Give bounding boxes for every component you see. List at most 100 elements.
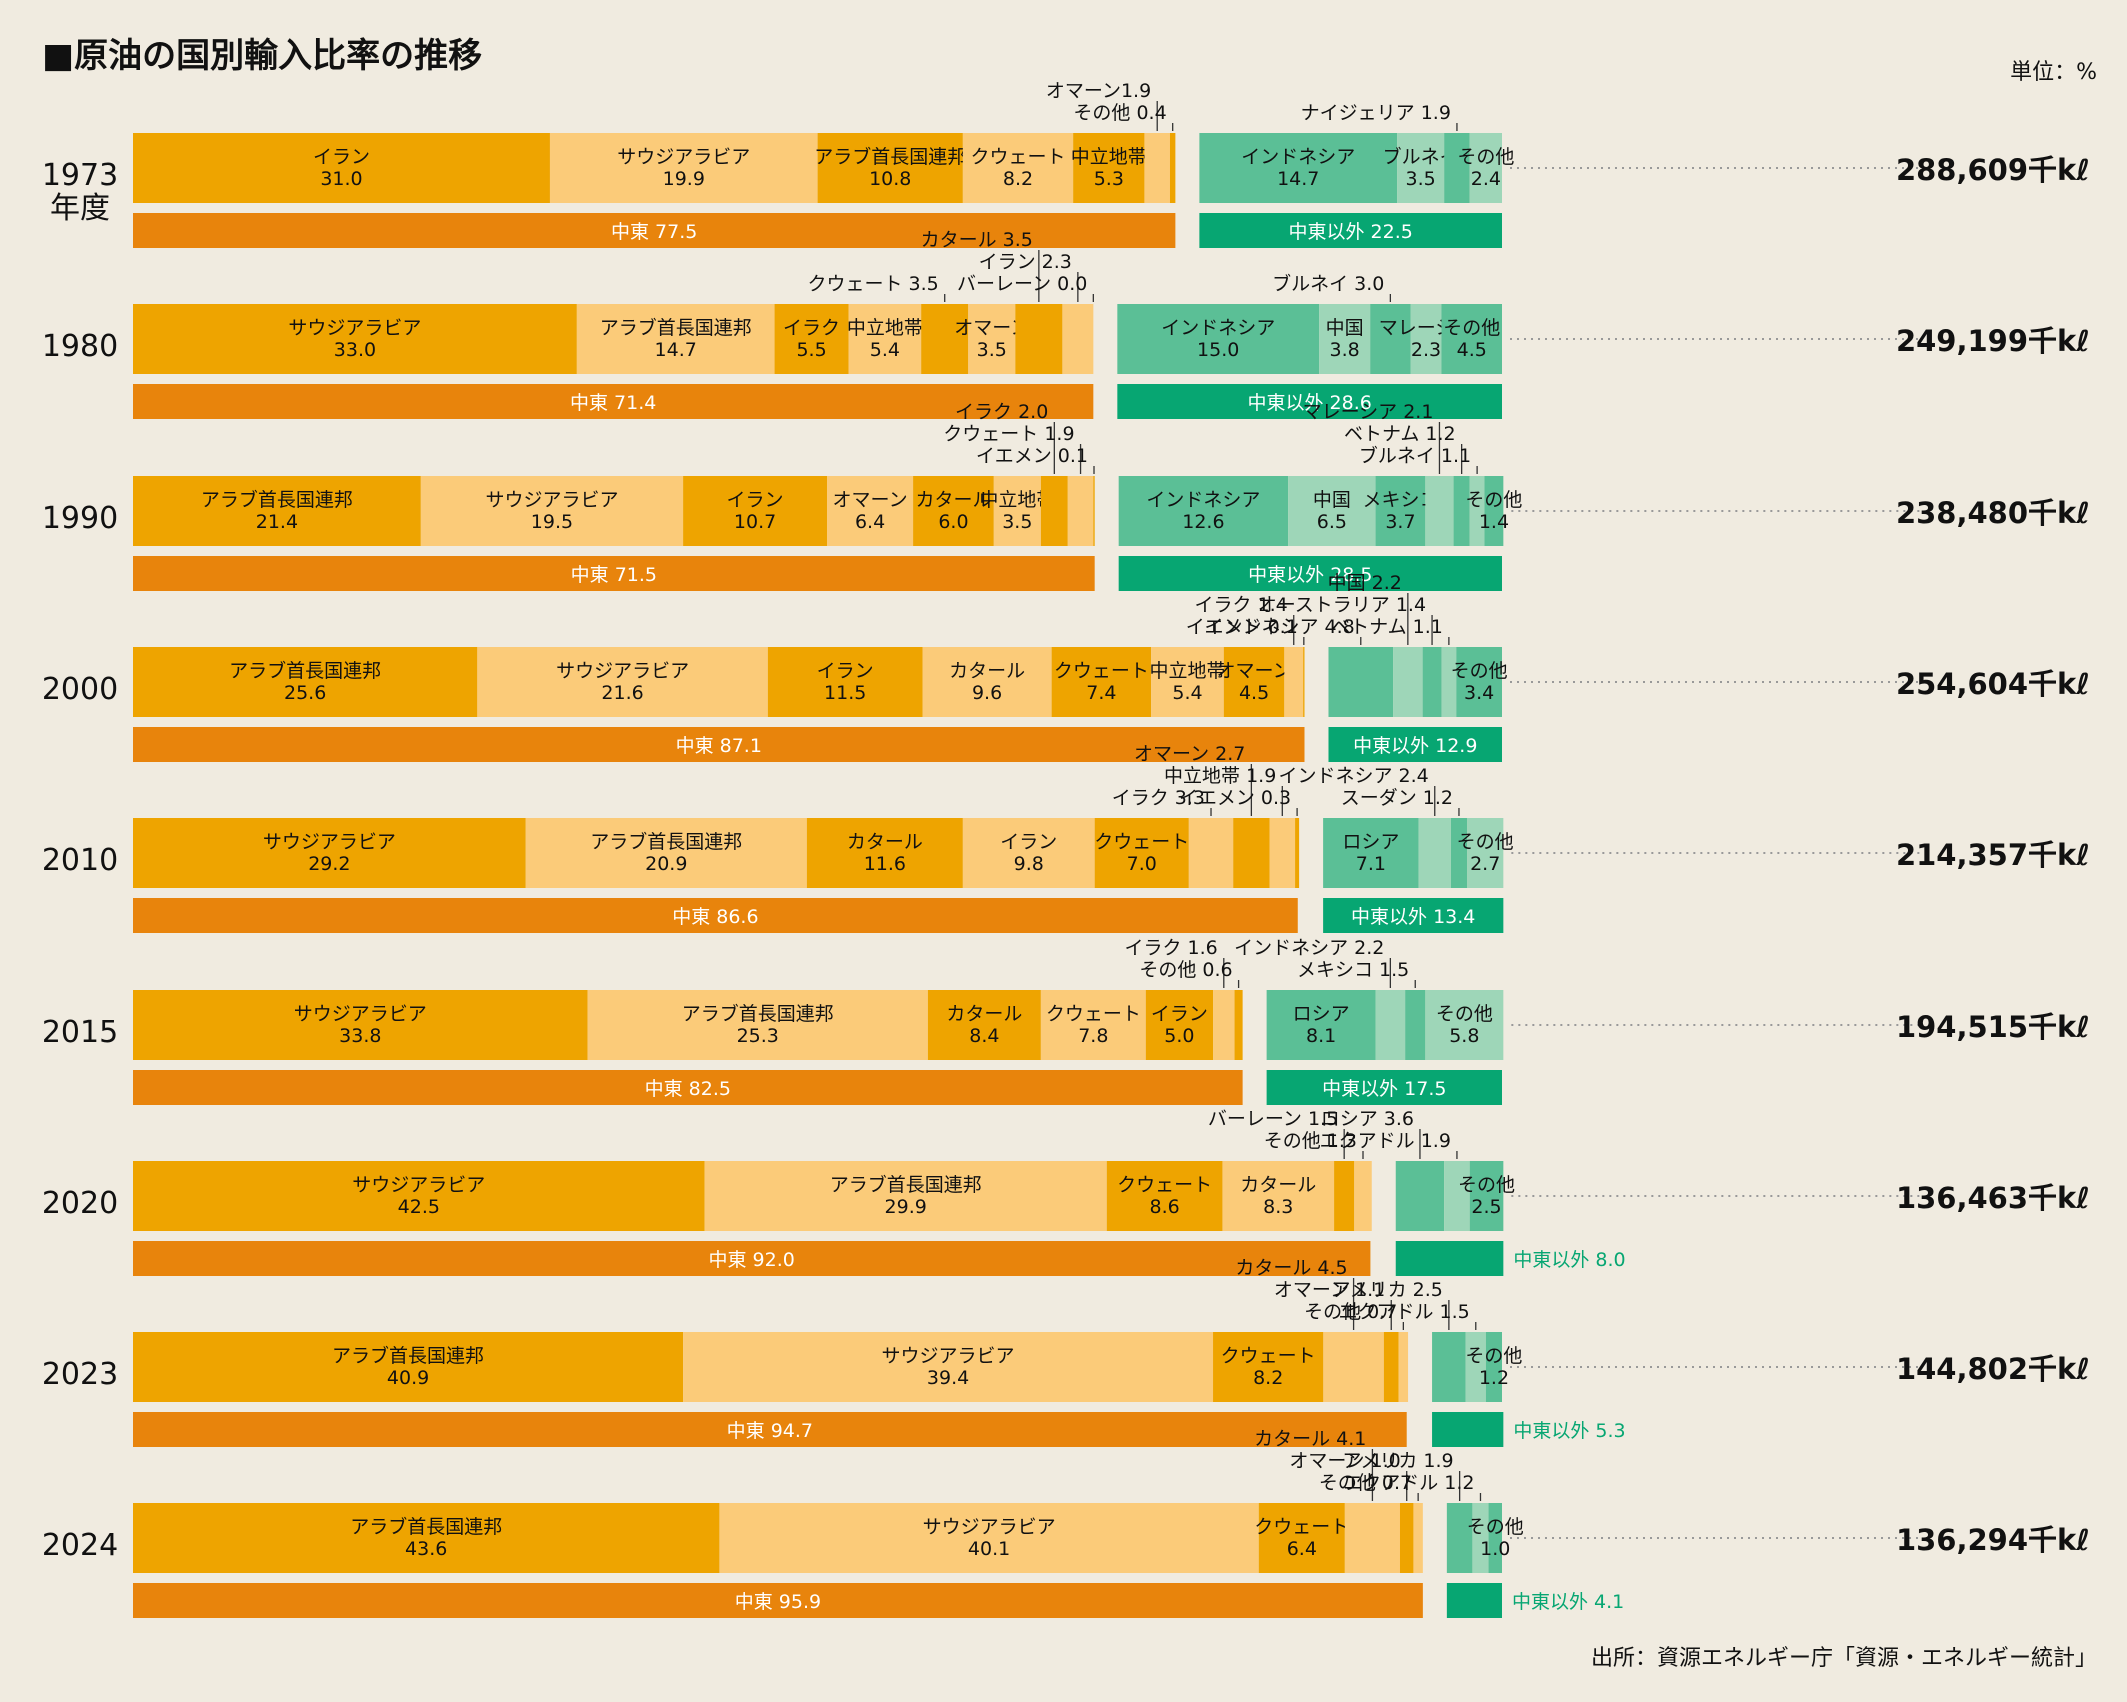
me-total-label: 中東 71.5 [571,564,657,586]
me-segment [133,304,577,374]
segment-value-label: 1.0 [1480,1538,1510,1560]
me-total-bar [133,1583,1423,1618]
segment-name-label: その他 [1457,146,1514,168]
me-segment [1413,1503,1423,1573]
nme-segment [1456,647,1502,717]
segment-value-label: 3.5 [1406,168,1436,190]
segment-value-label: 20.9 [645,853,687,875]
callout-label: 中国 2.2 [1328,572,1402,594]
nme-segment [1450,818,1468,888]
callout-label: ブルネイ 3.0 [1272,272,1384,295]
me-segment [767,647,923,717]
me-segment [1258,1503,1345,1573]
nme-segment [1485,1332,1502,1402]
me-segment [1169,133,1176,203]
nme-segment [1323,818,1419,888]
segment-value-label: 8.2 [1253,1367,1283,1389]
segment-name-label: アラブ首長国連邦 [600,316,752,339]
nme-total-label: 中東以外 28.6 [1247,392,1371,414]
segment-value-label: 1.2 [1479,1367,1509,1389]
me-segment [1213,990,1235,1060]
segment-value-label: 15.0 [1197,339,1239,361]
segment-name-label: カタール [949,660,1025,682]
me-segment [1040,990,1146,1060]
callout-label: オマーン 1.0 [1289,1450,1400,1472]
callout-label: カタール 3.5 [921,229,1033,251]
callout-label: オーストラリア 1.4 [1258,594,1426,616]
callout-label: ベトナム 1.2 [1344,423,1456,445]
nme-segment [1469,476,1485,546]
segment-name-label: オマーン [1217,660,1292,682]
nme-total-label: 中東以外 12.9 [1353,735,1477,757]
total-volume-label: 194,515千kℓ [1896,1010,2090,1044]
segment-value-label: 5.3 [1094,168,1124,190]
me-segment [133,1332,684,1402]
nme-segment [1395,1161,1445,1231]
me-segment [133,1503,720,1573]
segment-name-label: その他 [1465,1345,1522,1367]
segment-value-label: 7.4 [1086,682,1116,704]
me-total-bar [133,1070,1243,1105]
callout-label: イラク 2.0 [955,401,1048,423]
callout-label: スーダン 1.2 [1341,787,1453,809]
callout-label: インドネシア 4.8 [1205,616,1355,638]
segment-value-label: 5.4 [1172,682,1202,704]
nme-total-label: 中東以外 5.3 [1513,1420,1625,1442]
me-total-bar [133,384,1094,419]
segment-value-label: 42.5 [398,1196,440,1218]
segment-value-label: 12.6 [1182,511,1224,533]
me-segment [1188,818,1234,888]
callout-label: その他 0.7 [1319,1472,1412,1494]
callout-label: メキシコ 1.5 [1297,959,1409,981]
me-total-bar [133,727,1305,762]
segment-name-label: その他 [1465,489,1522,511]
me-segment [1234,990,1243,1060]
segment-name-label: サウジアラビア [923,1516,1056,1538]
segment-value-label: 10.7 [734,511,776,533]
nme-segment [1488,1503,1502,1573]
chart-title: ■原油の国別輸入比率の推移 [42,36,483,76]
year-label: 2010 [42,843,118,878]
year-label: 1980 [42,329,118,364]
unit-label: 単位：% [2010,60,2097,85]
segment-name-label: アラブ首長国連邦 [201,488,353,511]
nme-segment [1425,476,1454,546]
me-segment [1062,304,1094,374]
me-segment [1354,1161,1372,1231]
segment-value-label: 8.3 [1263,1196,1293,1218]
segment-name-label: サウジアラビア [288,317,421,339]
segment-value-label: 33.0 [334,339,376,361]
me-segment [962,133,1074,203]
me-segment [1233,818,1270,888]
segment-value-label: 9.6 [972,682,1002,704]
nme-segment [1444,1161,1470,1231]
segment-name-label: 中立地帯 [847,317,923,339]
callout-label: バーレーン 0.0 [957,273,1087,295]
segment-name-label: アラブ首長国連邦 [229,659,381,682]
me-segment [587,990,928,1060]
segment-name-label: カタール [847,831,923,853]
me-segment [133,133,550,203]
me-segment [1213,1332,1324,1402]
nme-segment [1425,990,1504,1060]
segment-value-label: 2.7 [1470,853,1500,875]
segment-value-label: 1.4 [1479,511,1509,533]
me-segment [704,1161,1107,1231]
segment-name-label: ロシア [1293,1003,1350,1025]
year-label: 2024 [42,1528,118,1563]
segment-name-label: アラブ首長国連邦 [590,830,742,853]
me-segment [962,818,1095,888]
callout-label: イエメン 0.3 [1179,787,1291,809]
callout-label: ブルネイ 1.1 [1359,444,1471,467]
total-volume-label: 254,604千kℓ [1896,667,2090,701]
nme-segment [1328,647,1394,717]
me-segment [968,304,1016,374]
segment-value-label: 2.3 [1411,339,1441,361]
segment-value-label: 7.0 [1127,853,1157,875]
segment-name-label: カタール [1240,1174,1316,1196]
me-segment [133,990,588,1060]
callout-label: マレーシア 2.1 [1303,401,1434,423]
nme-segment [1199,133,1398,203]
